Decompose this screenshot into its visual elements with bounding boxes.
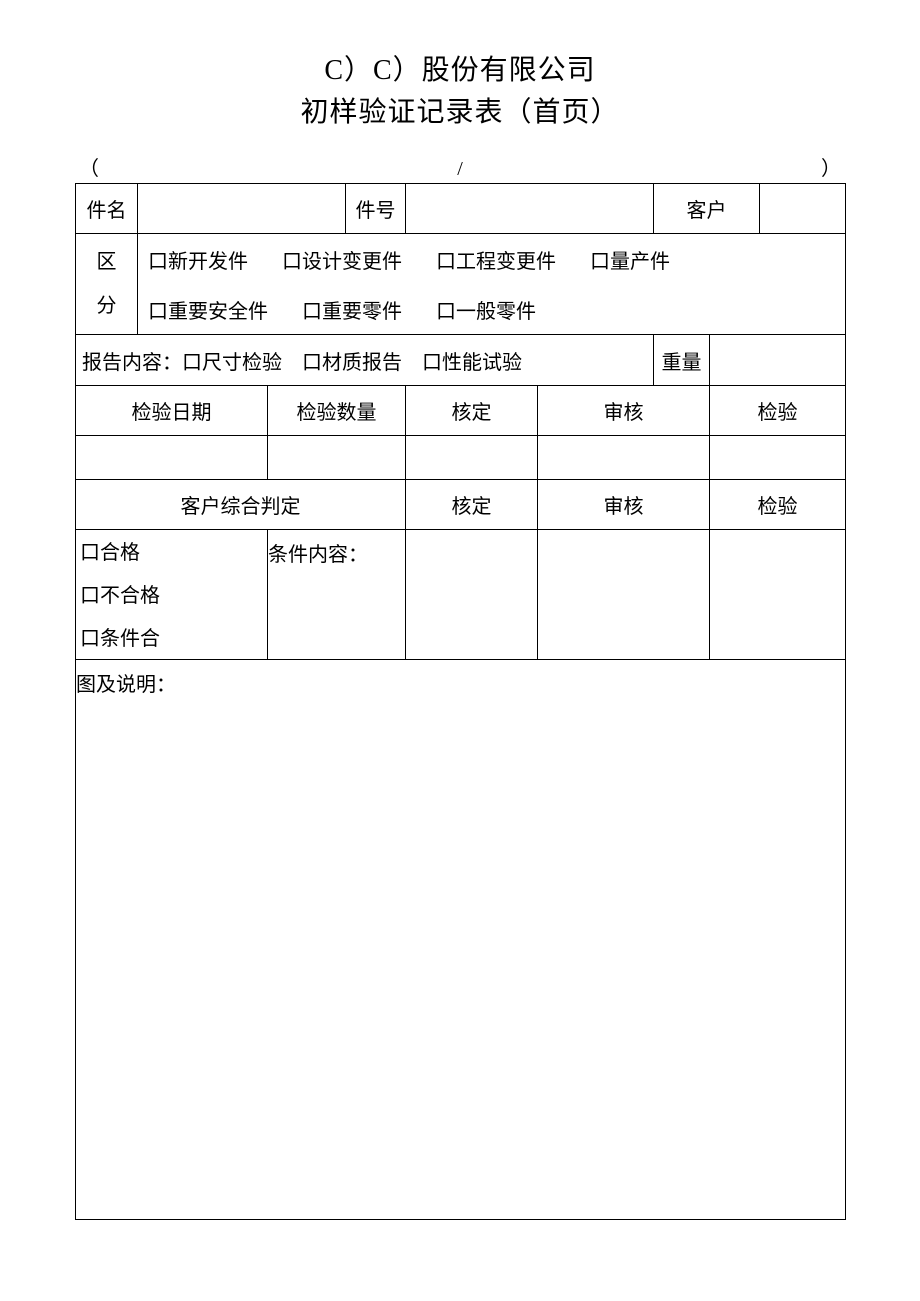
customer-label: 客户 — [654, 184, 760, 234]
checkbox-important[interactable]: 口重要零件 — [302, 295, 402, 324]
checkbox-new-dev[interactable]: 口新开发件 — [148, 245, 248, 274]
insp-qty-value[interactable] — [268, 436, 406, 480]
paren-left: （ — [79, 152, 99, 181]
insp-review-label: 审核 — [538, 386, 710, 436]
paren-mid: / — [99, 158, 821, 181]
checkbox-perf-test[interactable]: 口性能试验 — [422, 346, 522, 375]
drawing-label: 图及说明： — [76, 674, 176, 696]
weight-value[interactable] — [710, 335, 846, 386]
paren-right: ） — [821, 152, 841, 181]
company-name: C）C）股份有限公司 — [75, 50, 845, 92]
category-row-1: 口新开发件 口设计变更件 口工程变更件 口量产件 — [138, 234, 845, 284]
drawing-cell[interactable]: 图及说明： — [76, 660, 846, 1220]
part-no-label: 件号 — [346, 184, 406, 234]
judge-title: 客户综合判定 — [76, 480, 406, 530]
insp-inspect-label: 检验 — [710, 386, 846, 436]
insp-review-value[interactable] — [538, 436, 710, 480]
page-counter-line: （ / ） — [75, 152, 845, 183]
checkbox-dim-inspect[interactable]: 口尺寸检验 — [182, 352, 282, 374]
customer-value[interactable] — [760, 184, 846, 234]
part-name-label: 件名 — [76, 184, 138, 234]
checkbox-conditional[interactable]: 口条件合 — [80, 622, 263, 651]
checkbox-material-report[interactable]: 口材质报告 — [302, 346, 402, 375]
part-no-value[interactable] — [406, 184, 654, 234]
page: C）C）股份有限公司 初样验证记录表（首页） （ / ） 件名 件号 客户 — [0, 0, 920, 1280]
insp-approve-label: 核定 — [406, 386, 538, 436]
checkbox-general[interactable]: 口一般零件 — [436, 295, 536, 324]
form-table: 件名 件号 客户 区 分 口新开发件 口设计变更件 口工程变更件 口量产件 — [75, 183, 846, 1220]
form-title: 初样验证记录表（首页） — [75, 92, 845, 134]
checkbox-pass[interactable]: 口合格 — [80, 536, 263, 565]
insp-inspect-value[interactable] — [710, 436, 846, 480]
category-label-top: 区 — [76, 240, 137, 284]
category-options-cell: 口新开发件 口设计变更件 口工程变更件 口量产件 口重要安全件 口重要零件 口一… — [138, 234, 846, 335]
judge-inspect-label: 检验 — [710, 480, 846, 530]
report-prefix: 报告内容：口尺寸检验 — [82, 346, 282, 375]
checkbox-mass-prod[interactable]: 口量产件 — [590, 245, 670, 274]
insp-date-value[interactable] — [76, 436, 268, 480]
checkbox-eng-change[interactable]: 口工程变更件 — [436, 245, 556, 274]
checkbox-fail[interactable]: 口不合格 — [80, 579, 263, 608]
judge-approve-value[interactable] — [406, 530, 538, 660]
judge-approve-label: 核定 — [406, 480, 538, 530]
checkbox-safety[interactable]: 口重要安全件 — [148, 295, 268, 324]
insp-date-label: 检验日期 — [76, 386, 268, 436]
judge-review-label: 审核 — [538, 480, 710, 530]
judge-inspect-value[interactable] — [710, 530, 846, 660]
category-label-bottom: 分 — [76, 284, 137, 328]
part-name-value[interactable] — [138, 184, 346, 234]
judge-options-cell: 口合格 口不合格 口条件合 — [76, 530, 268, 660]
category-row-2: 口重要安全件 口重要零件 口一般零件 — [138, 284, 845, 334]
weight-label: 重量 — [654, 335, 710, 386]
category-label: 区 分 — [76, 234, 138, 335]
insp-qty-label: 检验数量 — [268, 386, 406, 436]
insp-approve-value[interactable] — [406, 436, 538, 480]
condition-content-label: 条件内容： — [268, 530, 406, 660]
title-block: C）C）股份有限公司 初样验证记录表（首页） — [75, 50, 845, 134]
checkbox-design-change[interactable]: 口设计变更件 — [282, 245, 402, 274]
judge-review-value[interactable] — [538, 530, 710, 660]
report-content-cell: 报告内容：口尺寸检验 口材质报告 口性能试验 — [76, 335, 654, 386]
